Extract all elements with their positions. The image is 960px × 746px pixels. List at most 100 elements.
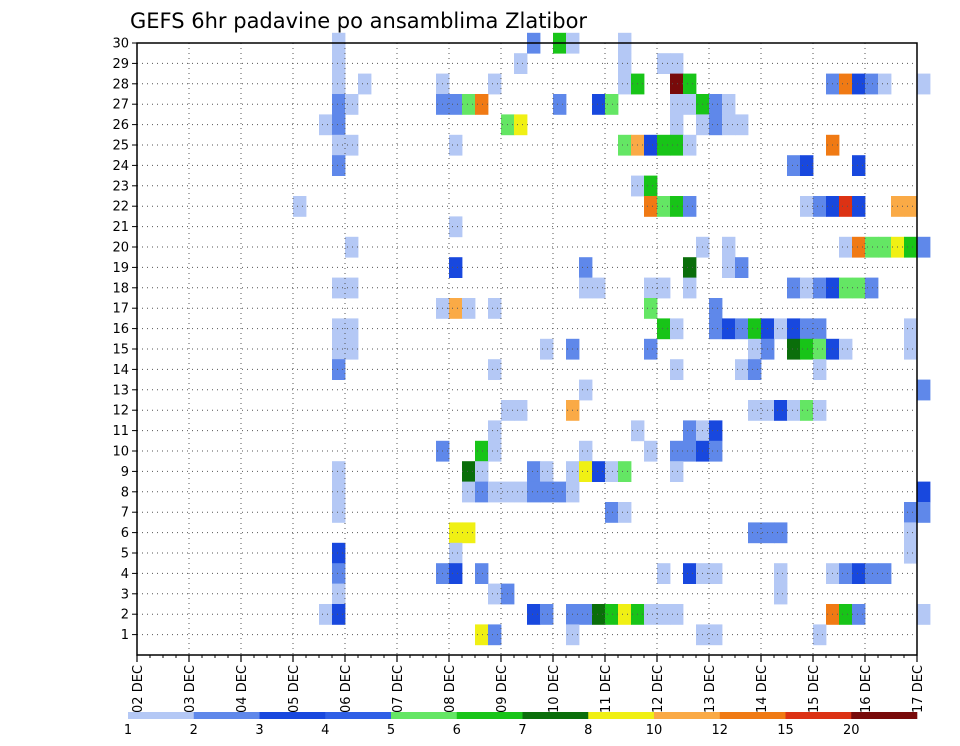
y-tick-label: 25 bbox=[112, 139, 129, 154]
heatmap-cell bbox=[774, 400, 788, 421]
colorbar-label: 6 bbox=[453, 723, 461, 738]
heatmap-cell bbox=[514, 53, 528, 74]
colorbar-swatch bbox=[325, 712, 392, 719]
x-tick-label: 11 DEC bbox=[599, 665, 614, 713]
heatmap-cell bbox=[748, 338, 762, 360]
heatmap-cell bbox=[449, 257, 463, 278]
heatmap-cell bbox=[332, 134, 346, 156]
heatmap-cell bbox=[787, 400, 801, 421]
y-tick-label: 8 bbox=[121, 485, 129, 500]
heatmap-cell bbox=[618, 604, 632, 625]
heatmap-cell bbox=[592, 604, 606, 625]
heatmap-cell bbox=[852, 277, 866, 299]
heatmap-cell bbox=[319, 114, 333, 136]
heatmap-cell bbox=[449, 298, 463, 319]
heatmap-cell bbox=[683, 563, 697, 584]
x-axis: 02 DEC 03 DEC 04 DEC 05 DEC 06 DEC 07 DEC 08 D… bbox=[131, 655, 926, 713]
heatmap-cell bbox=[904, 542, 918, 564]
heatmap-cell bbox=[618, 502, 632, 523]
y-tick-label: 15 bbox=[112, 343, 129, 358]
heatmap-cell bbox=[449, 94, 463, 115]
heatmap-cell bbox=[670, 114, 684, 136]
heatmap-cell bbox=[644, 196, 658, 217]
heatmap-cell bbox=[579, 440, 593, 462]
heatmap-cell bbox=[449, 216, 463, 238]
y-tick-label: 29 bbox=[112, 57, 129, 72]
heatmap-cell bbox=[657, 318, 671, 340]
heatmap-cell bbox=[670, 94, 684, 115]
heatmap-cell bbox=[332, 277, 346, 299]
x-tick-label: 09 DEC bbox=[495, 665, 510, 713]
colorbar-label: 20 bbox=[843, 723, 860, 738]
heatmap-cell bbox=[722, 236, 736, 258]
x-tick-label: 06 DEC bbox=[339, 665, 354, 713]
x-tick-label: 12 DEC bbox=[651, 665, 666, 713]
heatmap-cell bbox=[475, 94, 489, 115]
heatmap-cell bbox=[462, 481, 476, 503]
y-tick-label: 4 bbox=[121, 567, 129, 582]
heatmap-cell bbox=[878, 236, 892, 258]
heatmap-cell bbox=[904, 338, 918, 360]
colorbar-swatch bbox=[654, 712, 721, 719]
x-tick-label: 13 DEC bbox=[703, 665, 718, 713]
heatmap-cell bbox=[709, 298, 723, 319]
colorbar-label: 4 bbox=[321, 723, 329, 738]
heatmap-cell bbox=[488, 440, 502, 462]
colorbar-swatch bbox=[259, 712, 326, 719]
colorbar-label: 10 bbox=[646, 723, 663, 738]
heatmap-cell bbox=[800, 318, 814, 340]
heatmap-cell bbox=[332, 94, 346, 115]
heatmap-cell bbox=[670, 359, 684, 380]
y-tick-label: 9 bbox=[121, 465, 129, 480]
x-tick-label: 02 DEC bbox=[131, 665, 146, 713]
heatmap-cell bbox=[488, 583, 502, 605]
heatmap-cell bbox=[579, 277, 593, 299]
heatmap-cell bbox=[709, 318, 723, 340]
heatmap-cell bbox=[917, 502, 931, 523]
heatmap-cell bbox=[774, 318, 788, 340]
colorbar-label: 3 bbox=[255, 723, 263, 738]
heatmap-cell bbox=[592, 277, 606, 299]
heatmap-cell bbox=[813, 318, 827, 340]
heatmap-cell bbox=[709, 624, 723, 646]
heatmap-cell bbox=[449, 542, 463, 564]
x-tick-label: 07 DEC bbox=[391, 665, 406, 713]
heatmap-cell bbox=[514, 114, 528, 136]
heatmap-cell bbox=[475, 461, 489, 482]
y-axis: 1234567891011121314151617181920212223242… bbox=[112, 37, 137, 643]
heatmap-cell bbox=[332, 583, 346, 605]
y-tick-label: 24 bbox=[112, 159, 129, 174]
heatmap-cell bbox=[488, 298, 502, 319]
heatmap-cell bbox=[904, 318, 918, 340]
heatmap-cell bbox=[852, 73, 866, 95]
heatmap-cell bbox=[319, 604, 333, 625]
heatmap-cell bbox=[618, 53, 632, 74]
heatmap-cell bbox=[683, 420, 697, 442]
heatmap-cell bbox=[345, 134, 359, 156]
colorbar-swatch bbox=[588, 712, 655, 719]
colorbar-swatch bbox=[851, 712, 918, 719]
heatmap-cell bbox=[540, 461, 554, 482]
heatmap-cell bbox=[644, 277, 658, 299]
heatmap-cell bbox=[683, 134, 697, 156]
colorbar-legend: 1 2 3 4 5 6 7 8 10 12 15 20 bbox=[124, 712, 918, 738]
heatmap-cell bbox=[904, 522, 918, 544]
y-tick-label: 2 bbox=[121, 608, 129, 623]
heatmap-cell bbox=[800, 196, 814, 217]
heatmap-cell bbox=[839, 277, 853, 299]
heatmap-cell bbox=[462, 94, 476, 115]
heatmap-cell bbox=[657, 196, 671, 217]
heatmap-cell bbox=[709, 114, 723, 136]
heatmap-cell bbox=[735, 114, 749, 136]
heatmap-cell bbox=[683, 94, 697, 115]
heatmap-cell bbox=[553, 481, 567, 503]
y-tick-label: 22 bbox=[112, 200, 129, 215]
x-tick-label: 16 DEC bbox=[859, 665, 874, 713]
heatmap-cell bbox=[722, 114, 736, 136]
y-tick-label: 27 bbox=[112, 98, 129, 113]
heatmap-cell bbox=[735, 359, 749, 380]
heatmap-cell bbox=[683, 440, 697, 462]
heatmap-cell bbox=[722, 318, 736, 340]
colorbar-swatch bbox=[391, 712, 458, 719]
